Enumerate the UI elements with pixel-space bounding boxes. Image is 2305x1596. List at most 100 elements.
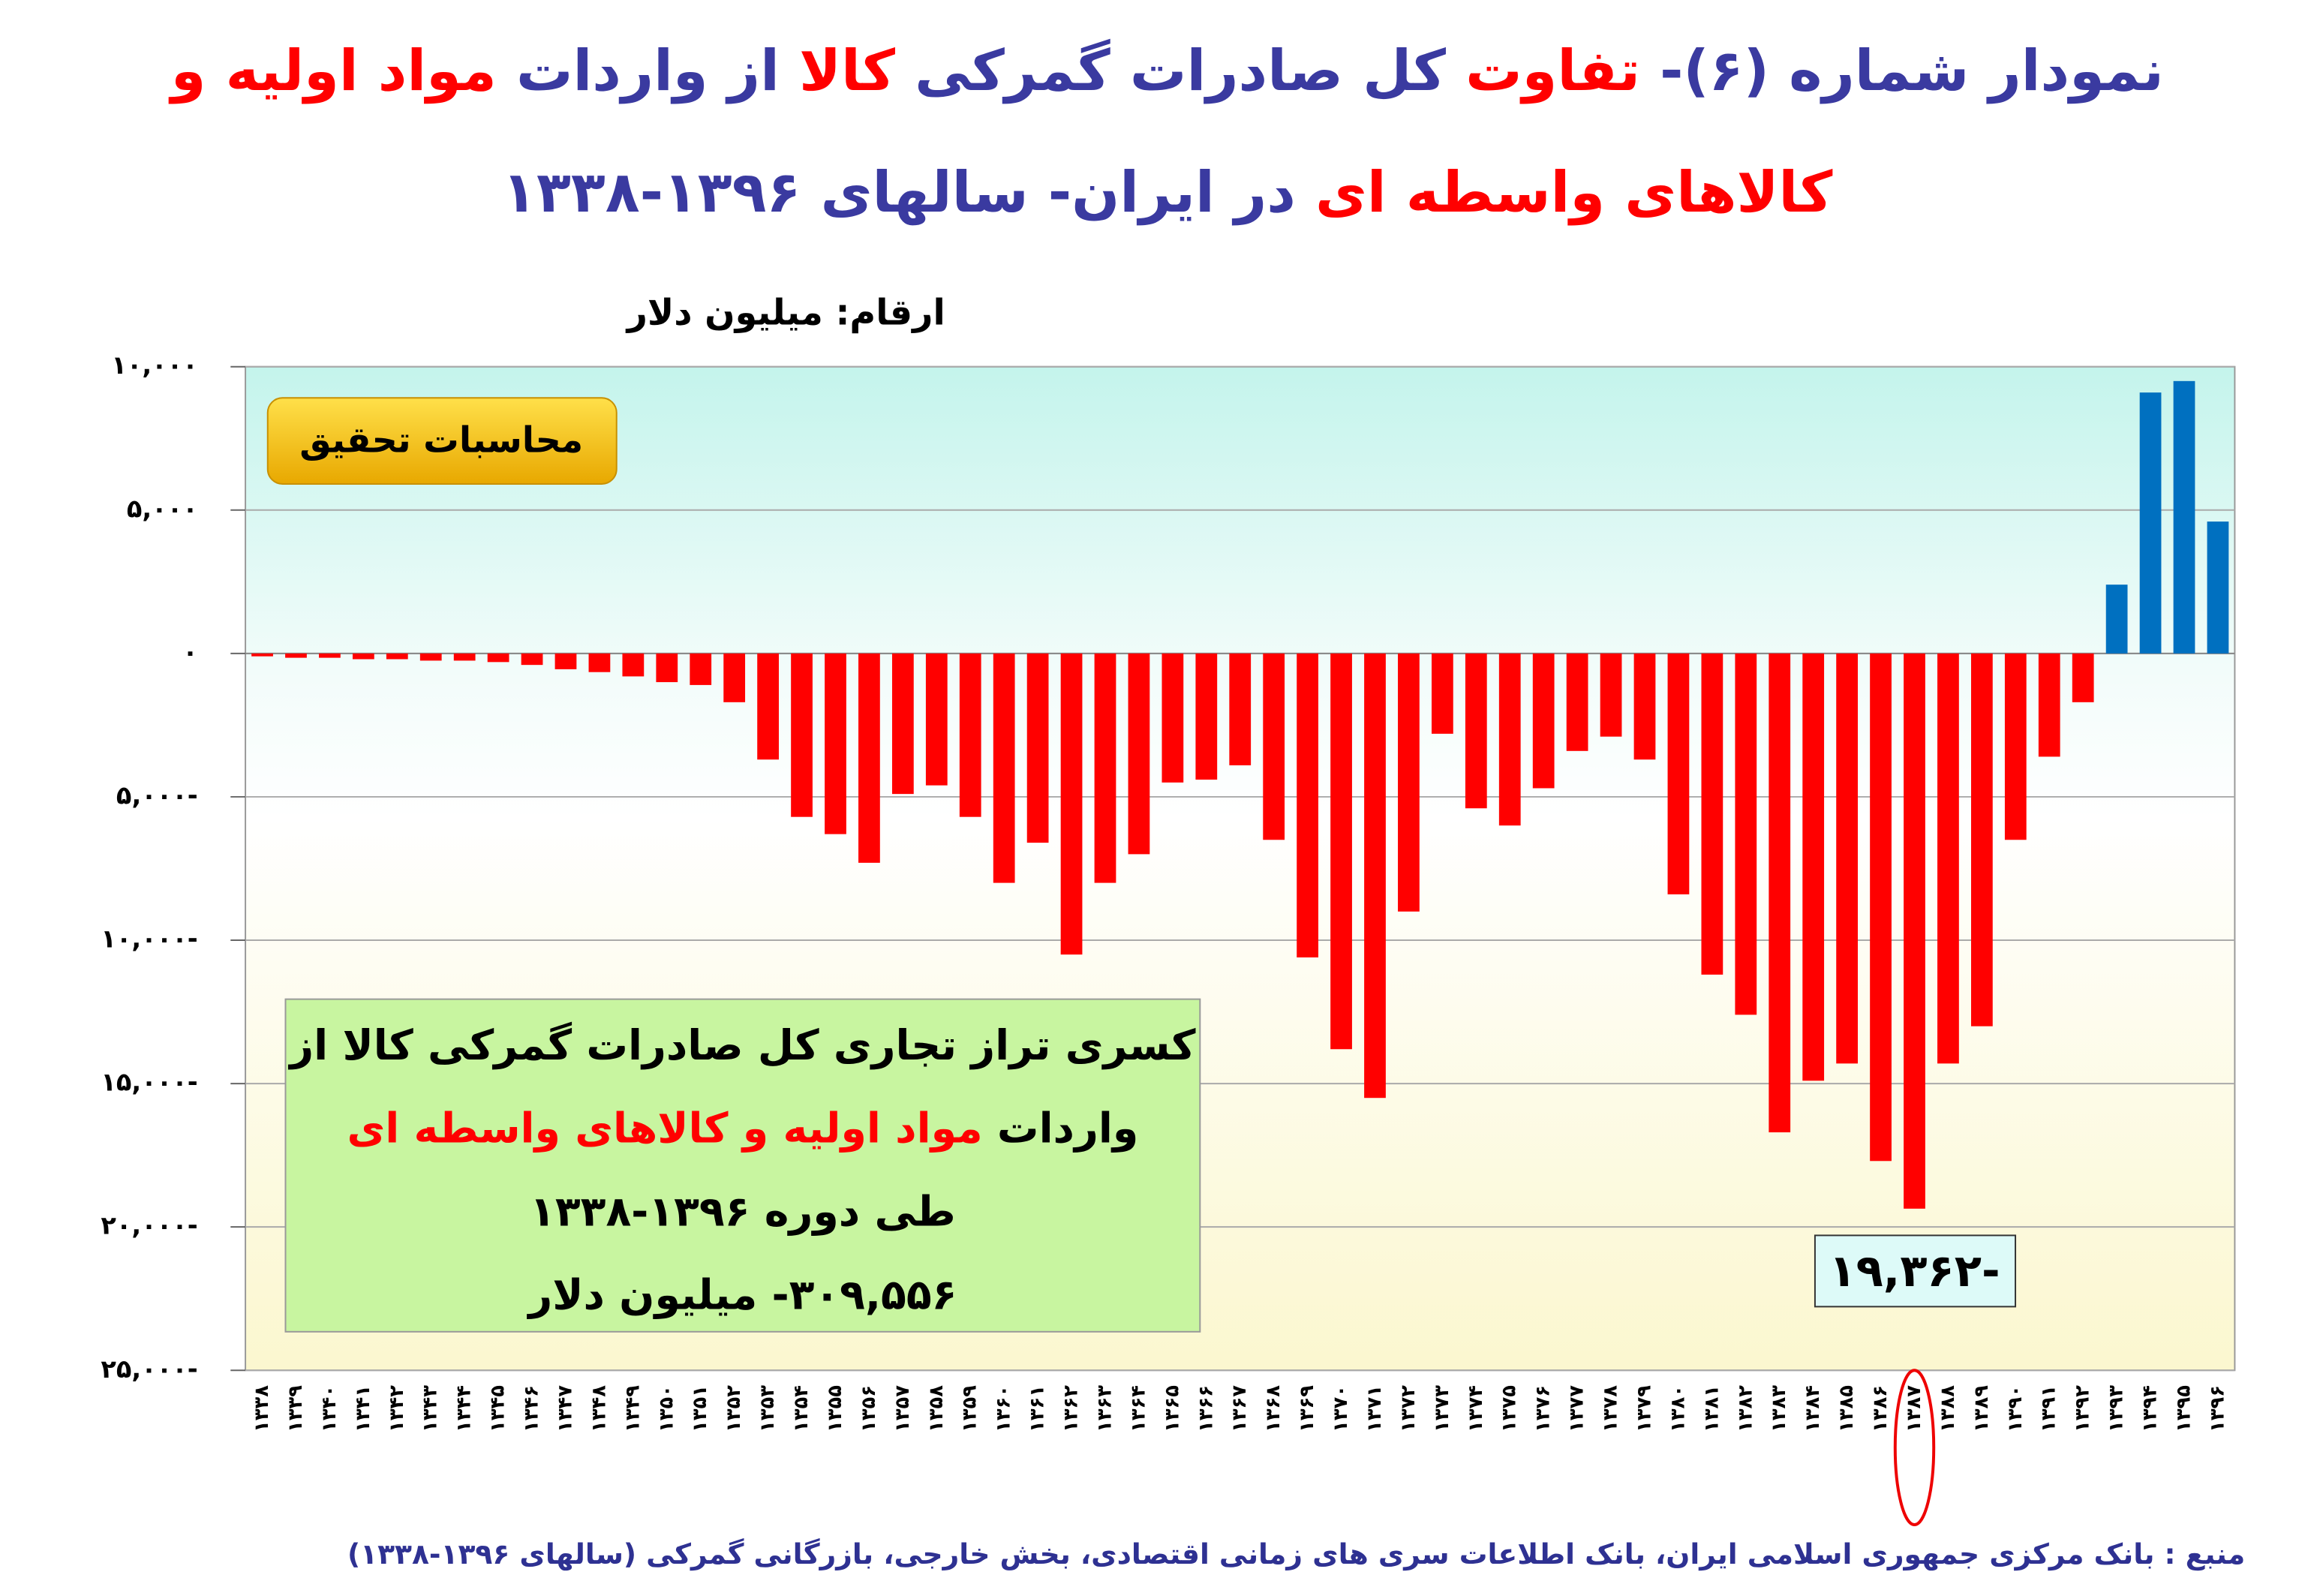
- bar: [285, 653, 307, 658]
- x-tick-label: ۱۳۴۹: [621, 1385, 644, 1432]
- bar: [656, 653, 678, 683]
- x-tick-label: ۱۳۶۱: [1026, 1385, 1049, 1432]
- note-line-part: واردات: [983, 1105, 1139, 1153]
- x-tick-label: ۱۳۵۸: [925, 1385, 948, 1432]
- x-tick-label: ۱۳۶۷: [1228, 1385, 1251, 1432]
- x-tick-label: ۱۳۷۳: [1431, 1385, 1453, 1432]
- bar: [993, 653, 1015, 883]
- note-line: طی دوره ۱۳۹۶-۱۳۳۸: [530, 1189, 956, 1237]
- bar: [1498, 653, 1521, 826]
- x-tick-label: ۱۳۵۷: [891, 1385, 914, 1432]
- note-line-part: ۳۰۹,۵۵۶- میلیون دلار: [526, 1271, 957, 1319]
- title-line-part: در ایران- سالهای ۱۳۹۶-۱۳۳۸: [502, 159, 1315, 226]
- x-tick-label: ۱۳۶۳: [1093, 1385, 1116, 1432]
- note-line: کسری تراز تجاری کل صادرات گمرکی کالا از: [287, 1021, 1196, 1070]
- bar: [622, 653, 645, 677]
- x-tick-label: ۱۳۵۰: [655, 1385, 678, 1432]
- x-tick-label: ۱۳۶۵: [1161, 1385, 1183, 1432]
- x-tick-label: ۱۳۶۶: [1195, 1385, 1217, 1432]
- title-line-part: از واردات: [497, 37, 799, 104]
- bar: [487, 653, 509, 663]
- x-tick-label: ۱۳۸۰: [1666, 1385, 1689, 1432]
- x-tick-label: ۱۳۷۰: [1330, 1385, 1352, 1432]
- bar: [959, 653, 981, 817]
- y-axis-label: ارقام: میلیون دلار: [626, 292, 945, 333]
- bar: [521, 653, 543, 666]
- x-tick-label: ۱۳۴۳: [419, 1385, 442, 1432]
- y-tick-label: ۵,۰۰۰: [127, 494, 198, 523]
- bar: [1398, 653, 1420, 912]
- x-tick-label: ۱۳۸۴: [1802, 1385, 1824, 1432]
- x-tick-label: ۱۳۸۹: [1970, 1385, 1993, 1432]
- value-label-box: [1814, 1234, 2017, 1308]
- bar: [2004, 653, 2027, 840]
- x-tick-label: ۱۳۷۸: [1600, 1385, 1622, 1432]
- bar: [2139, 392, 2162, 654]
- y-tick-label: ۰: [182, 637, 198, 666]
- x-tick-label: ۱۳۹۶: [2206, 1385, 2228, 1432]
- bar: [588, 653, 611, 672]
- x-tick-label: ۱۳۹۵: [2172, 1385, 2195, 1432]
- x-tick-label: ۱۳۸۱: [1700, 1385, 1723, 1432]
- x-tick-label: ۱۳۵۱: [689, 1385, 711, 1432]
- x-tick-label: ۱۳۸۷: [1903, 1385, 1925, 1432]
- bar: [1431, 653, 1453, 734]
- bar: [2038, 653, 2060, 757]
- title-line-part: تفاوت: [1465, 37, 1640, 104]
- x-tick-label: ۱۳۴۷: [554, 1385, 576, 1432]
- note-line-part: کسری تراز تجاری کل صادرات گمرکی کالا از: [287, 1021, 1196, 1070]
- source: منبع : بانک مرکزی جمهوری اسلامی ایران، ب…: [347, 1537, 2245, 1570]
- bar: [1667, 653, 1690, 894]
- badge-box: [266, 397, 618, 485]
- bar: [1026, 653, 1049, 843]
- bar: [554, 653, 577, 669]
- badge: محاسبات تحقیق: [299, 420, 583, 461]
- title-line-part: کل صادرات گمرکی: [895, 37, 1465, 104]
- bar: [1094, 653, 1116, 883]
- x-tick-label: ۱۳۶۹: [1296, 1385, 1318, 1432]
- bar: [386, 653, 408, 660]
- x-tick-label: ۱۳۵۴: [790, 1385, 813, 1432]
- bar: [825, 653, 846, 834]
- bar: [791, 653, 813, 817]
- bar: [1937, 653, 1959, 1064]
- bar: [251, 653, 273, 657]
- bar: [1600, 653, 1622, 737]
- x-tick-label: ۱۳۸۲: [1734, 1385, 1757, 1432]
- x-tick-label: ۱۳۷۶: [1532, 1385, 1555, 1432]
- x-tick-label: ۱۳۸۸: [1937, 1385, 1959, 1432]
- bar: [319, 653, 341, 658]
- x-tick-label: ۱۳۸۶: [1869, 1385, 1892, 1432]
- bar: [858, 653, 880, 863]
- x-tick-label: ۱۳۸۳: [1768, 1385, 1790, 1432]
- bar: [925, 653, 948, 786]
- bar: [1162, 653, 1184, 783]
- value-label: ۱۹,۳۶۲-: [1829, 1245, 2000, 1297]
- bar: [1060, 653, 1083, 955]
- bar: [1735, 653, 1757, 1015]
- x-tick-label: ۱۳۷۱: [1363, 1385, 1386, 1432]
- x-tick-label: ۱۳۴۸: [588, 1385, 610, 1432]
- x-tick-label: ۱۳۵۹: [959, 1385, 981, 1432]
- x-tick-label: ۱۳۹۰: [2004, 1385, 2027, 1432]
- bar: [1330, 653, 1352, 1050]
- bar: [1465, 653, 1487, 809]
- title-line-part: نمودار شماره (۶)-: [1640, 37, 2164, 104]
- bar: [1904, 653, 1925, 1209]
- title-line-part: مواد اولیه و: [168, 37, 497, 104]
- bar: [1836, 653, 1858, 1064]
- x-tick-label: ۱۳۶۴: [1127, 1385, 1149, 1432]
- bar: [757, 653, 779, 760]
- bar: [1802, 653, 1825, 1081]
- x-tick-label: ۱۳۶۲: [1060, 1385, 1083, 1432]
- x-tick-label: ۱۳۷۵: [1498, 1385, 1521, 1432]
- x-tick-label: ۱۳۴۱: [352, 1385, 374, 1432]
- note-line: ۳۰۹,۵۵۶- میلیون دلار: [526, 1271, 957, 1319]
- title-line-part: کالاهای واسطه ای: [1315, 159, 1833, 226]
- bar: [352, 653, 374, 660]
- bar: [1532, 653, 1555, 789]
- x-tick-label: ۱۳۴۲: [386, 1385, 408, 1432]
- title-line: کالاهای واسطه ای در ایران- سالهای ۱۳۹۶-۱…: [502, 159, 1832, 226]
- note-box: [284, 998, 1201, 1333]
